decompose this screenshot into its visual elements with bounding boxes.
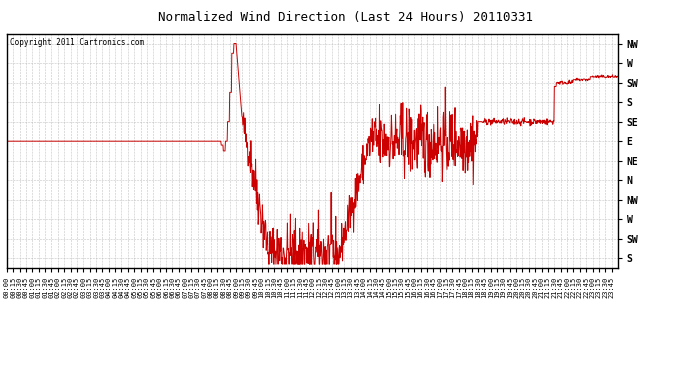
Text: Normalized Wind Direction (Last 24 Hours) 20110331: Normalized Wind Direction (Last 24 Hours… [157,11,533,24]
Text: Copyright 2011 Cartronics.com: Copyright 2011 Cartronics.com [10,39,144,48]
